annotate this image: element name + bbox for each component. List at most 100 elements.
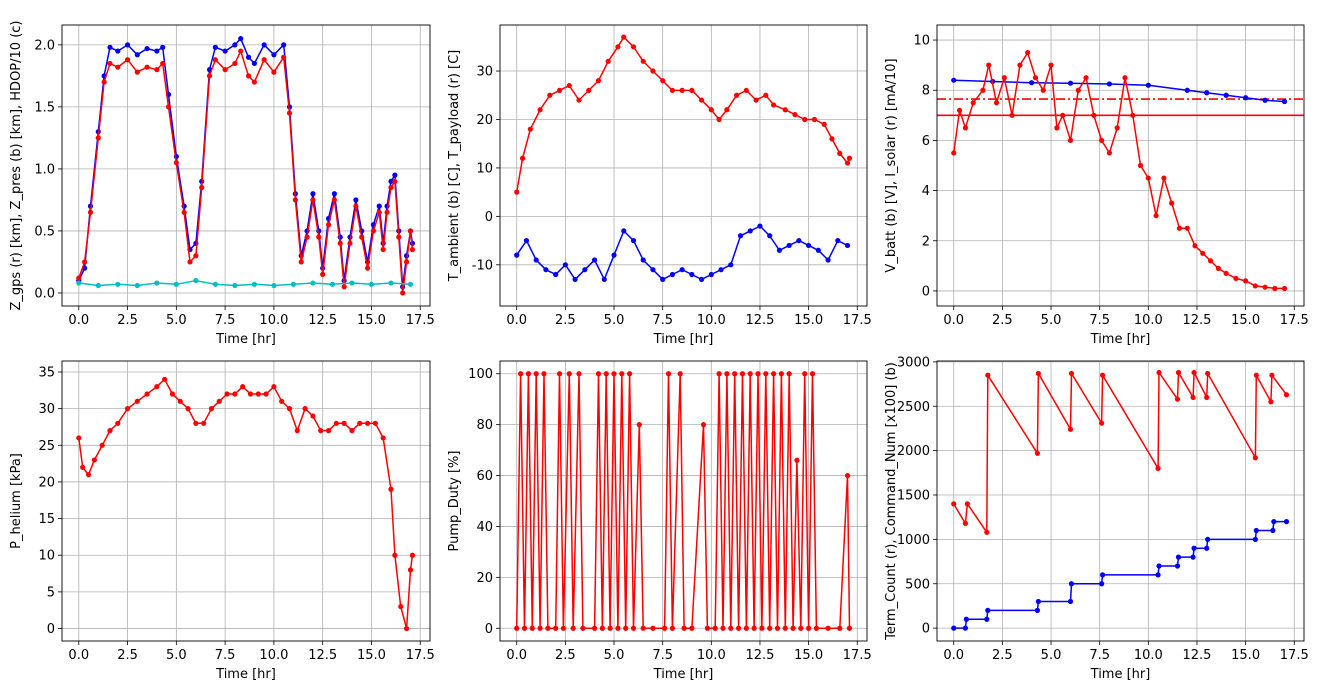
- x-tick-label: 7.5: [215, 648, 236, 663]
- data-point: [341, 420, 347, 426]
- data-point: [370, 228, 377, 234]
- data-point: [1034, 607, 1041, 613]
- data-point: [802, 116, 808, 123]
- data-point: [605, 58, 611, 64]
- x-tick-label: 15.0: [794, 313, 823, 328]
- data-point: [815, 247, 821, 253]
- x-tick-label: 2.5: [117, 648, 138, 663]
- data-point: [825, 625, 831, 631]
- y-tick-label: -10: [472, 258, 493, 273]
- data-point: [1114, 125, 1120, 131]
- data-point: [640, 625, 646, 631]
- series-2: [76, 48, 416, 296]
- data-point: [380, 246, 386, 253]
- x-tick-label: 15.0: [794, 648, 823, 663]
- y-tick-label: 20: [38, 475, 55, 490]
- data-point: [1028, 80, 1035, 86]
- data-point: [786, 371, 792, 377]
- data-point: [630, 44, 637, 50]
- y-tick-label: 0: [485, 622, 493, 637]
- data-point: [403, 259, 410, 265]
- data-point: [1067, 137, 1074, 144]
- data-point: [1034, 450, 1041, 456]
- data-point: [514, 189, 520, 195]
- x-tick-label: 0.0: [943, 648, 964, 663]
- data-point: [310, 197, 316, 203]
- x-tick-label: 0.0: [68, 313, 89, 328]
- data-point: [650, 267, 656, 273]
- data-point: [964, 501, 970, 507]
- data-point: [165, 104, 172, 110]
- x-tick-label: 7.5: [1089, 648, 1110, 663]
- data-point: [372, 420, 378, 426]
- data-point: [763, 371, 769, 377]
- x-tick-label: 10.0: [259, 648, 288, 663]
- series-line: [953, 369, 1288, 535]
- data-point: [325, 428, 332, 434]
- data-point: [519, 155, 526, 161]
- data-point: [310, 413, 316, 419]
- data-point: [1145, 82, 1151, 88]
- data-point: [124, 42, 131, 48]
- data-point: [154, 67, 160, 73]
- data-point: [623, 625, 629, 631]
- y-tick-label: 15: [38, 512, 55, 527]
- data-point: [1155, 465, 1161, 471]
- x-tick-label: 5.0: [604, 648, 625, 663]
- data-point: [403, 625, 410, 632]
- data-point: [1025, 49, 1031, 56]
- data-point: [735, 625, 742, 631]
- data-point: [1262, 284, 1268, 290]
- data-point: [364, 265, 371, 271]
- y-tick-label: 35: [38, 365, 55, 380]
- data-point: [962, 520, 969, 527]
- data-point: [650, 68, 656, 74]
- data-point: [677, 371, 683, 377]
- data-point: [325, 222, 332, 228]
- data-point: [206, 73, 213, 79]
- data-point: [747, 371, 753, 377]
- data-point: [963, 616, 969, 622]
- series-1: [76, 376, 416, 632]
- data-point: [286, 406, 293, 412]
- x-tick-label: 2.5: [992, 648, 1013, 663]
- data-point: [281, 42, 287, 48]
- data-point: [407, 567, 414, 573]
- data-point: [384, 209, 390, 215]
- plot-area: [76, 376, 416, 632]
- data-point: [545, 625, 551, 631]
- data-point: [846, 155, 853, 161]
- data-point: [786, 242, 792, 249]
- data-point: [751, 625, 757, 631]
- data-point: [193, 277, 199, 284]
- data-point: [1252, 283, 1258, 289]
- data-point: [541, 371, 547, 377]
- data-point: [718, 267, 724, 273]
- data-point: [591, 625, 598, 631]
- x-tick-label: 2.5: [992, 313, 1013, 328]
- data-point: [376, 203, 382, 209]
- series-2: [514, 223, 851, 282]
- data-point: [986, 62, 992, 68]
- data-point: [271, 52, 277, 58]
- data-point: [107, 428, 113, 434]
- data-point: [298, 259, 304, 265]
- data-point: [1048, 62, 1054, 68]
- data-point: [115, 420, 121, 426]
- data-point: [1205, 370, 1211, 377]
- data-point: [407, 281, 414, 287]
- x-tick-label: 10.0: [1134, 313, 1163, 328]
- data-point: [521, 625, 528, 631]
- x-tick-label: 17.5: [1280, 648, 1309, 663]
- data-point: [829, 136, 835, 142]
- y-tick-label: 0.5: [34, 224, 55, 239]
- data-point: [757, 223, 763, 229]
- data-point: [76, 280, 82, 286]
- data-point: [956, 107, 963, 113]
- data-point: [595, 78, 602, 84]
- data-point: [134, 398, 140, 404]
- data-point: [794, 457, 800, 463]
- data-point: [1272, 285, 1278, 292]
- data-point: [240, 384, 246, 390]
- axes-frame: [61, 24, 431, 307]
